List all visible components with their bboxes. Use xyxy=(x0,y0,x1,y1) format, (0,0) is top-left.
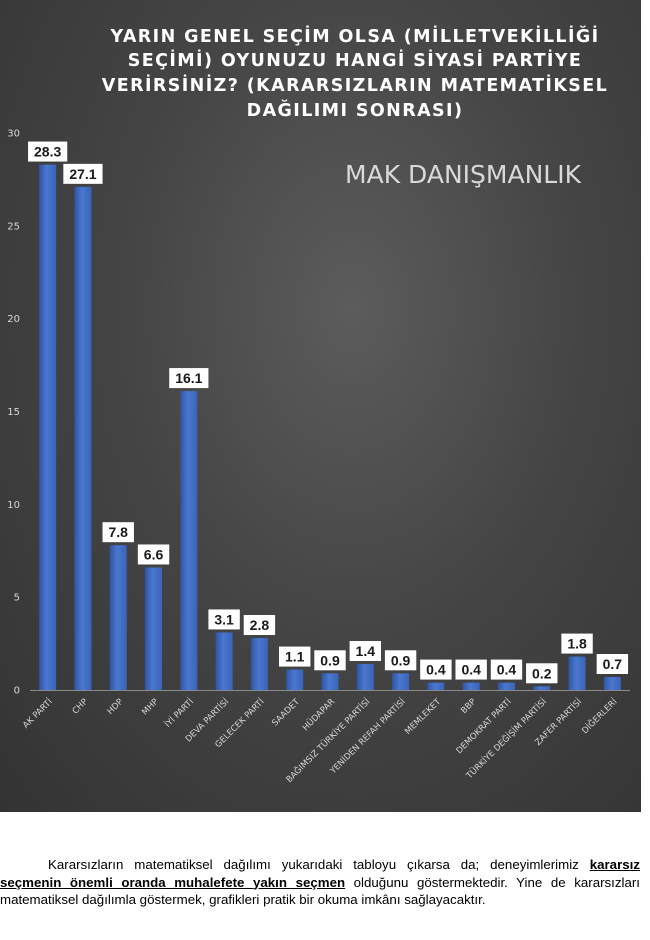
x-tick-label: MHP xyxy=(140,697,160,717)
y-tick-label: 5 xyxy=(14,593,20,604)
bar xyxy=(180,391,198,690)
bar-chart: YARIN GENEL SEÇİM OLSA (MİLLETVEKİLLİĞİ … xyxy=(7,25,630,785)
data-label: 0.4 xyxy=(426,662,446,678)
bar xyxy=(497,682,515,690)
bar xyxy=(427,682,445,690)
data-label-box xyxy=(526,663,558,684)
data-label: 7.8 xyxy=(109,524,129,540)
y-tick-label: 20 xyxy=(7,314,20,325)
data-label: 6.6 xyxy=(144,546,164,562)
data-label: 0.9 xyxy=(391,652,411,668)
data-label-box xyxy=(349,641,381,662)
data-label-box xyxy=(243,615,276,636)
y-tick-label: 10 xyxy=(7,500,20,511)
x-tick-label: AK PARTİ xyxy=(20,696,54,730)
x-tick-label: MEMLEKET xyxy=(403,696,443,736)
bar xyxy=(250,638,268,690)
y-tick-label: 30 xyxy=(7,129,20,140)
data-label-box xyxy=(455,659,487,680)
data-label: 3.1 xyxy=(214,611,234,627)
x-tick-label: HDP xyxy=(106,697,126,717)
data-label: 1.4 xyxy=(356,643,376,659)
data-label-box xyxy=(208,609,240,630)
data-label: 16.1 xyxy=(175,370,202,386)
data-label-box xyxy=(28,141,68,162)
bar xyxy=(145,567,163,690)
data-label: 1.8 xyxy=(567,636,587,652)
chart-title-line: SEÇİMİ) OYUNUZU HANGİ SİYASİ PARTİYE xyxy=(128,49,583,71)
x-tick-label: CHP xyxy=(71,697,90,716)
chart-title-line: DAĞILIMI SONRASI) xyxy=(247,99,464,121)
data-label-box xyxy=(596,654,629,675)
y-axis: 0 5 10 15 20 25 30 xyxy=(7,129,20,697)
data-label-box xyxy=(63,163,103,184)
footnote-text-start: Kararsızların matematiksel dağılımı yuka… xyxy=(48,857,590,872)
chart-title: YARIN GENEL SEÇİM OLSA (MİLLETVEKİLLİĞİ … xyxy=(102,25,608,121)
x-tick-label: İYİ PARTİ xyxy=(163,696,196,729)
data-label-box xyxy=(169,368,209,389)
bar xyxy=(109,545,127,690)
data-label-box xyxy=(561,633,593,654)
bar xyxy=(533,686,551,690)
data-label-box xyxy=(102,522,134,543)
footnote-text-end: olduğunu göstermektedir. Yine de kararsı… xyxy=(0,874,640,908)
bar xyxy=(356,664,374,690)
data-label-box xyxy=(384,650,417,671)
footnote-text: Kararsızların matematiksel dağılımı yuka… xyxy=(0,856,640,909)
bars-group: 28.3 27.1 7.8 6.6 16.1 3.1 2.8 1.1 0.9 1.4 0.9 0.4 0… xyxy=(28,141,629,691)
chart-title-line: VERİRSİNİZ? (KARARSIZLARIN MATEMATİKSEL xyxy=(102,74,608,96)
data-label: 27.1 xyxy=(69,166,96,182)
bar xyxy=(39,164,57,690)
bar xyxy=(74,186,92,691)
data-label: 0.4 xyxy=(461,662,481,678)
footnote-emphasis: kararsız seçmenin önemli oranda muhalefe… xyxy=(0,857,640,890)
watermark-text: MAK DANIŞMANLIK xyxy=(345,160,582,189)
data-label-box xyxy=(314,650,346,671)
data-label: 2.8 xyxy=(250,617,270,633)
data-label-box xyxy=(490,659,523,680)
data-label: 0.2 xyxy=(532,665,552,681)
data-label: 0.4 xyxy=(497,662,517,678)
y-tick-label: 25 xyxy=(7,221,20,232)
bar xyxy=(462,682,480,690)
data-label: 1.1 xyxy=(285,649,305,665)
bar xyxy=(392,673,410,690)
bar xyxy=(286,669,304,690)
y-tick-label: 0 xyxy=(14,686,20,697)
data-label: 0.7 xyxy=(603,656,623,672)
x-tick-label: SAADET xyxy=(270,696,302,728)
bar xyxy=(215,632,233,690)
data-label: 28.3 xyxy=(34,144,61,160)
x-tick-label: BBP xyxy=(459,697,478,716)
x-tick-label: HÜDAPAR xyxy=(300,696,337,733)
data-label-box xyxy=(279,646,311,667)
bar xyxy=(603,677,621,690)
data-label-box xyxy=(420,659,452,680)
chart-title-line: YARIN GENEL SEÇİM OLSA (MİLLETVEKİLLİĞİ xyxy=(109,25,599,47)
data-label-box xyxy=(137,544,170,565)
y-tick-label: 15 xyxy=(7,407,20,418)
bar xyxy=(321,673,339,690)
footnote-paragraph: Kararsızların matematiksel dağılımı yuka… xyxy=(0,856,640,909)
data-label: 0.9 xyxy=(320,652,340,668)
chart-panel: YARIN GENEL SEÇİM OLSA (MİLLETVEKİLLİĞİ … xyxy=(0,0,641,812)
x-tick-label: DİĞERLERİ xyxy=(579,696,620,737)
bar xyxy=(568,656,586,690)
